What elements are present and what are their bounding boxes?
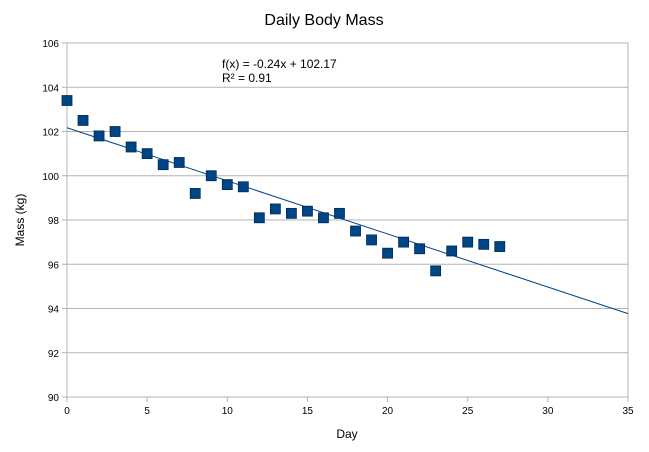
data-point <box>173 157 185 168</box>
data-point <box>302 205 313 217</box>
x-tick-label: 25 <box>462 406 474 417</box>
data-point <box>205 170 217 182</box>
x-tick-label: 5 <box>144 406 150 417</box>
trendline-equation: f(x) = -0.24x + 102.17 <box>222 57 337 71</box>
data-point <box>462 236 474 248</box>
y-tick-label: 90 <box>48 393 60 404</box>
data-point <box>141 148 153 160</box>
data-point <box>318 212 329 224</box>
data-point <box>430 265 442 277</box>
y-tick-label: 92 <box>48 349 60 360</box>
data-point <box>125 141 137 153</box>
data-point <box>237 181 249 193</box>
y-tick-label: 104 <box>42 83 59 94</box>
data-point <box>77 115 89 126</box>
y-axis-label: Mass (kg) <box>13 194 27 247</box>
x-tick-label: 10 <box>222 406 234 417</box>
grid <box>67 42 628 398</box>
data-points <box>61 95 506 277</box>
data-point <box>398 236 410 248</box>
x-tick-label: 20 <box>382 406 394 417</box>
x-tick-label: 0 <box>64 406 70 417</box>
chart-title: Daily Body Mass <box>264 12 383 29</box>
data-point <box>189 188 201 199</box>
data-point <box>414 243 426 255</box>
data-point <box>334 207 345 219</box>
data-point <box>109 126 121 137</box>
data-point <box>446 245 458 257</box>
trendline <box>66 127 629 315</box>
data-point <box>494 241 506 252</box>
data-point <box>350 225 361 237</box>
y-tick-label: 94 <box>48 305 60 316</box>
x-tick-label: 30 <box>542 406 554 417</box>
x-tick-label: 15 <box>302 406 314 417</box>
data-point <box>253 212 265 224</box>
x-axis-label: Day <box>336 427 357 441</box>
data-point <box>221 179 233 191</box>
data-point <box>269 203 281 215</box>
data-point <box>366 234 377 246</box>
data-point <box>478 238 490 250</box>
data-point <box>382 247 393 259</box>
data-point <box>93 130 105 142</box>
axis-ticks: 90 92 94 96 98 100 102 104 106 0 5 10 15 20 25 30 35 <box>42 39 634 417</box>
y-tick-label: 98 <box>48 216 60 227</box>
data-point <box>285 207 297 219</box>
y-tick-label: 106 <box>42 39 59 50</box>
y-tick-label: 100 <box>42 172 59 183</box>
y-tick-label: 96 <box>48 260 60 271</box>
trendline-r2: R² = 0.91 <box>222 71 272 85</box>
x-tick-label: 35 <box>622 406 634 417</box>
data-point <box>157 159 169 171</box>
data-point <box>61 95 73 106</box>
y-tick-label: 102 <box>42 128 59 139</box>
